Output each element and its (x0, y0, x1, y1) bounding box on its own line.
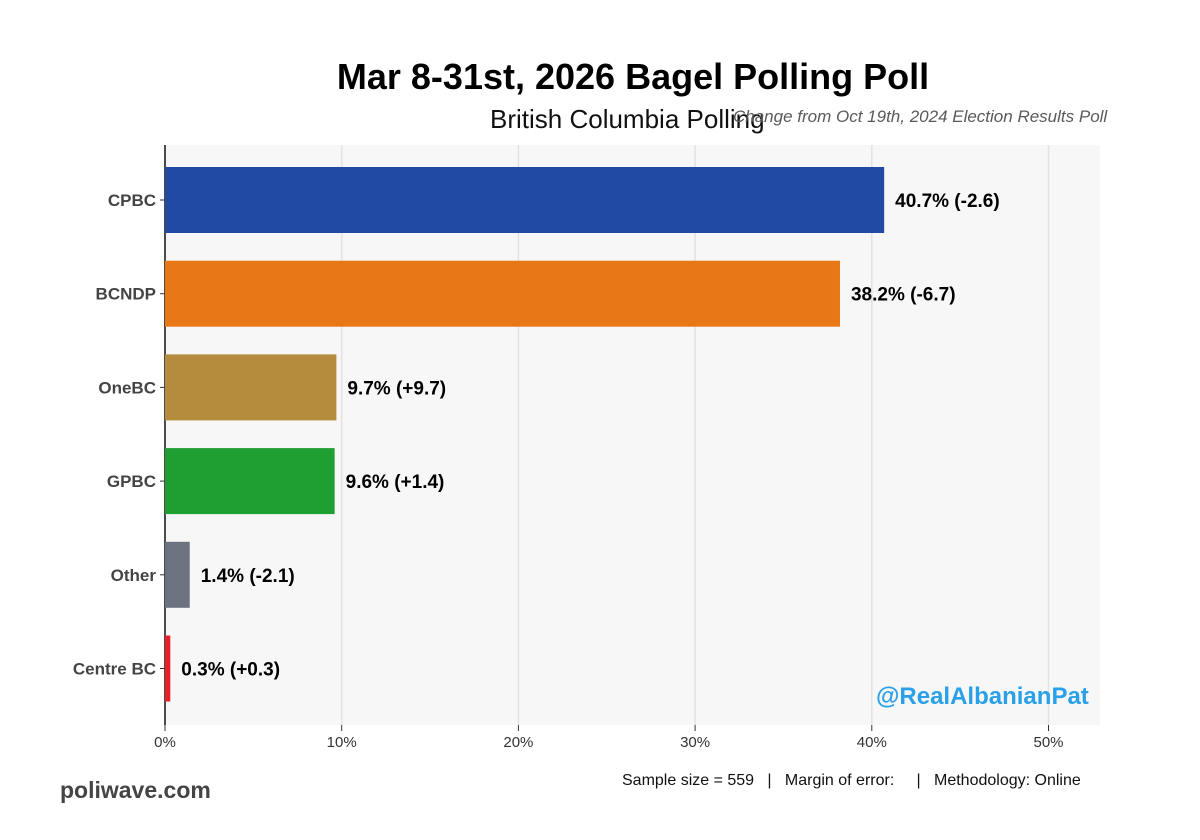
category-label: CPBC (108, 191, 156, 210)
x-tick-label: 30% (680, 734, 710, 751)
x-tick-label: 20% (503, 734, 533, 751)
category-label: OneBC (98, 378, 156, 397)
data-label: 9.7% (+9.7) (347, 378, 446, 399)
category-label: BCNDP (96, 285, 156, 304)
data-label: 9.6% (+1.4) (346, 472, 445, 493)
x-tick-label: 50% (1033, 734, 1063, 751)
bar (165, 448, 335, 515)
x-tick-label: 0% (154, 734, 176, 751)
category-label: Other (111, 566, 157, 585)
data-label: 0.3% (+0.3) (181, 660, 280, 681)
bar (165, 635, 171, 702)
footer-info: Sample size = 559 | Margin of error: | M… (622, 772, 1081, 789)
watermark: @RealAlbanianPat (876, 683, 1089, 710)
bar (165, 354, 337, 421)
category-label: Centre BC (73, 660, 156, 679)
bar (165, 260, 840, 327)
x-tick-label: 10% (327, 734, 357, 751)
chart-subtitle: British Columbia Polling (490, 104, 765, 134)
site-name: poliwave.com (60, 777, 211, 803)
x-tick-label: 40% (857, 734, 887, 751)
change-note: Change from Oct 19th, 2024 Election Resu… (733, 107, 1108, 126)
plot-area (165, 145, 1100, 725)
bar (165, 167, 885, 233)
category-label: GPBC (107, 472, 156, 491)
data-label: 1.4% (-2.1) (201, 566, 295, 587)
bar (165, 541, 190, 608)
chart-title: Mar 8-31st, 2026 Bagel Polling Poll (336, 56, 930, 97)
data-label: 40.7% (-2.6) (895, 191, 1000, 212)
data-label: 38.2% (-6.7) (851, 285, 956, 306)
